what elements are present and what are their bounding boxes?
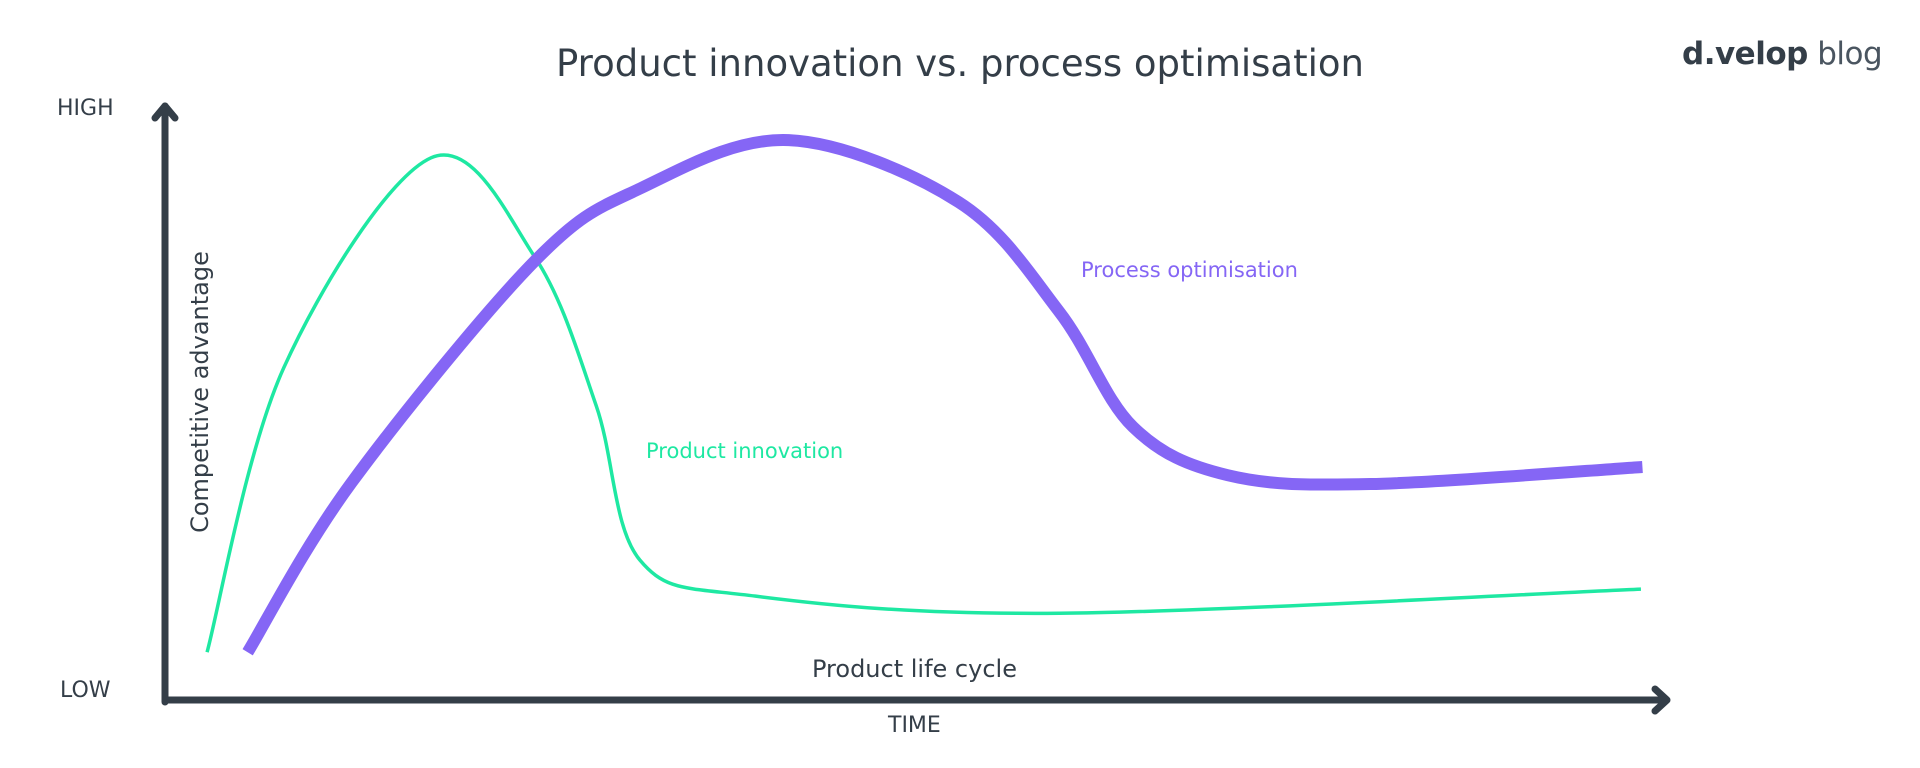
series-label-product-innovation: Product innovation bbox=[646, 439, 844, 463]
series-label-process-optimisation: Process optimisation bbox=[1081, 258, 1298, 282]
chart-title: Product innovation vs. process optimisat… bbox=[556, 42, 1364, 85]
brand-logo: d.velop blog bbox=[1682, 36, 1883, 72]
y-axis-arrow bbox=[151, 102, 179, 122]
y-tick-low: LOW bbox=[60, 678, 111, 703]
logo-suffix: blog bbox=[1817, 36, 1883, 72]
series-line-process-optimisation bbox=[242, 134, 1643, 656]
x-axis-label: Product life cycle bbox=[812, 655, 1017, 683]
y-axis-label: Competitive advantage bbox=[186, 251, 214, 533]
x-axis-arrow bbox=[1651, 685, 1671, 715]
y-tick-high: HIGH bbox=[57, 96, 114, 121]
series-line-product-innovation bbox=[205, 153, 1642, 653]
logo-brand: d.velop bbox=[1682, 36, 1808, 72]
x-axis-end-label: TIME bbox=[888, 713, 941, 738]
